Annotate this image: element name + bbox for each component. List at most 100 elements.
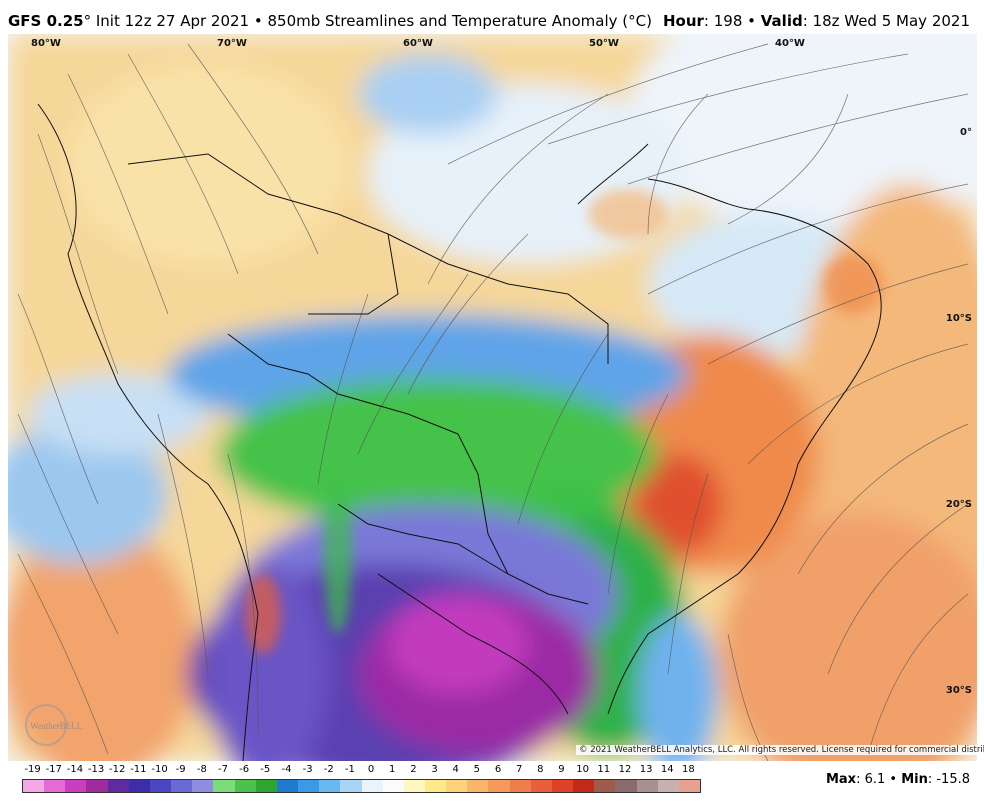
colorbar-swatch [403,780,425,792]
valid-label: Valid [760,12,803,30]
colorbar-swatch [149,780,172,792]
longitude-label-50w: 50°W [589,38,619,49]
colorbar-tick-label: -8 [196,764,207,775]
colorbar-tick-label: -11 [130,764,147,775]
streamlines [17,43,969,761]
colorbar-swatch [382,780,404,792]
colorbar-swatch [44,780,66,792]
anomaly-detail [245,189,883,654]
colorbar-tick-label: 4 [452,764,459,775]
colorbar-tick-label: 0 [367,764,375,775]
colorbar-swatch [276,780,299,792]
product-name: 850mb Streamlines and Temperature Anomal… [267,12,652,30]
colorbar-swatch [298,780,320,792]
model-name: GFS 0.25 [8,12,84,30]
colorbar-swatch [509,780,531,792]
map-canvas [8,34,977,761]
colorbar-tick-label: -7 [217,764,228,775]
longitude-label-70w: 70°W [217,38,247,49]
colorbar-swatch [467,780,489,792]
title-bullet: • [249,12,268,30]
colorbar [22,779,701,793]
colorbar-swatch [255,780,277,792]
colorbar-swatch [424,780,447,792]
chart-title: GFS 0.25° Init 12z 27 Apr 2021 • 850mb S… [8,12,652,30]
header-bullet: • [742,12,761,30]
max-value: : 6.1 [856,772,886,787]
colorbar-tick-label: -12 [109,764,126,775]
colorbar-tick-label: 11 [597,764,611,775]
colorbar-tick-label: 8 [537,764,544,775]
colorbar-tick-label: 12 [618,764,632,775]
colorbar-tick-label: -9 [175,764,186,775]
colorbar-tick-label: -17 [45,764,62,775]
hour-label: Hour [662,12,704,30]
weatherbell-logo: WeatherBELL [24,700,94,750]
colorbar-swatch [107,780,129,792]
colorbar-tick-label: -14 [66,764,84,775]
longitude-label-80w: 80°W [31,38,61,49]
colorbar-swatch [530,780,552,792]
colorbar-tick-label: 6 [494,764,502,775]
colorbar-tick-label: 2 [410,764,417,775]
valid-value: : 18z Wed 5 May 2021 [802,12,970,30]
colorbar-swatch [192,780,214,792]
degree-mark: ° [83,12,92,30]
colorbar-tick-label: -2 [323,764,334,775]
min-value: : -15.8 [927,772,970,787]
longitude-label-40w: 40°W [775,38,805,49]
colorbar-tick-label: 7 [515,764,523,775]
min-label: Min [901,772,928,787]
colorbar-tick-label: 9 [558,764,565,775]
colorbar-swatch [213,780,235,792]
colorbar-tick-label: -3 [302,764,313,775]
colorbar-tick-label: -4 [281,764,292,775]
colorbar-swatch [86,780,108,792]
colorbar-tick-label: 13 [639,764,653,775]
colorbar-tick-label: -1 [344,764,355,775]
latitude-label-30s: 30°S [945,685,972,696]
colorbar-swatch [551,780,574,792]
colorbar-tick-label: -6 [239,764,250,775]
hour-value: : 198 [703,12,743,30]
colorbar-swatch [488,780,510,792]
init-time: Init 12z 27 Apr 2021 [91,12,250,30]
colorbar-swatch [23,780,45,792]
latitude-label-0: 0° [960,127,972,138]
colorbar-swatch [573,780,595,792]
colorbar-swatch [128,780,150,792]
valid-time-header: Hour: 198 • Valid: 18z Wed 5 May 2021 [663,12,970,30]
weather-map[interactable] [8,34,977,761]
colorbar-tick-label: 3 [431,764,438,775]
longitude-label-60w: 60°W [403,38,433,49]
colorbar-swatch [678,780,700,792]
logo-text: WeatherBELL [30,721,82,731]
colorbar-swatch [65,780,87,792]
coastlines-and-borders [37,103,882,761]
colorbar-tick-label: -5 [260,764,271,775]
colorbar-swatch [636,780,658,792]
copyright-notice: © 2021 WeatherBELL Analytics, LLC. All r… [576,745,984,755]
latitude-label-20s: 20°S [945,499,972,510]
colorbar-tick-label: 5 [473,764,481,775]
colorbar-tick-label: -13 [87,764,105,775]
colorbar-swatch [657,780,679,792]
colorbar-swatch [319,780,341,792]
colorbar-swatch [594,780,616,792]
max-min-stats: Max: 6.1 • Min: -15.8 [826,772,970,787]
stats-separator: • [885,772,902,787]
colorbar-swatch [446,780,468,792]
colorbar-swatch [340,780,362,792]
colorbar-tick-label: -10 [151,764,168,775]
colorbar-labels: -19 -17 -14 -13 -12 -11 -10 -9 -8 -7 -6 -5 -4 -3 -2 -1 0… [20,764,700,778]
colorbar-tick-label: 14 [660,764,674,775]
colorbar-swatch [171,780,193,792]
colorbar-swatch [361,780,383,792]
colorbar-swatch [234,780,256,792]
colorbar-tick-label: 18 [682,764,695,775]
max-label: Max [825,772,857,787]
colorbar-tick-label: -19 [24,764,41,775]
colorbar-tick-label: 10 [576,764,590,775]
colorbar-tick-label: 1 [389,764,396,775]
colorbar-swatch [615,780,637,792]
